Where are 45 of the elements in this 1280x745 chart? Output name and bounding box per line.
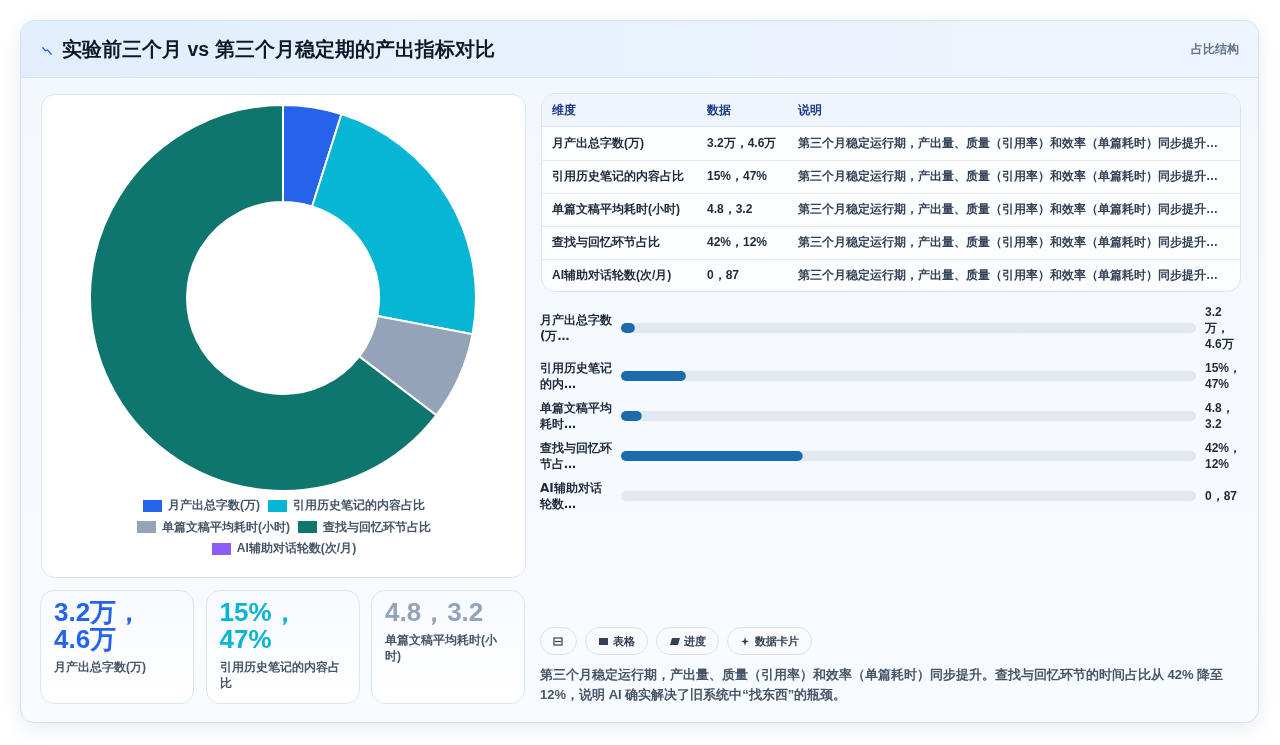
- legend-label: 查找与回忆环节占比: [323, 518, 431, 536]
- text: 4.8，3.2: [707, 202, 753, 216]
- category-label: 进度: [684, 633, 706, 649]
- text: 15%，47%: [707, 169, 768, 183]
- text: 第三个月稳定运行期，产出量、质量（引用率）和效率（单篇耗时）同步提升…: [798, 235, 1218, 249]
- category-label: 单篇文稿平均耗时(小时): [552, 202, 680, 216]
- chart-title: 实验前三个月 vs 第三个月稳定期的产出指标对比: [62, 37, 495, 62]
- legend-label: 单篇文稿平均耗时(小时): [162, 518, 290, 536]
- category-label: 月产出总字数(万): [54, 659, 147, 675]
- text: 第三个月稳定运行期，产出量、质量（引用率）和效率（单篇耗时）同步提升…: [798, 202, 1218, 216]
- category-label: 查找与回忆环节占比: [552, 235, 660, 249]
- text: 15%，47%: [219, 597, 298, 654]
- text: 3.2万，4.6万: [707, 136, 777, 150]
- legend-label: 引用历史笔记的内容占比: [293, 497, 425, 514]
- text: 第三个月稳定运行期，产出量、质量（引用率）和效率（单篇耗时）同步提升…: [798, 268, 1218, 282]
- text: 第三个月稳定运行期，产出量、质量（引用率）和效率（单篇耗时）同步提升…: [798, 136, 1218, 150]
- data-label: 15%，47%: [1205, 360, 1243, 392]
- category-label: 引用历史笔记的内容占比: [552, 169, 684, 183]
- y-tick-label: 查找与回忆环节占…: [540, 440, 613, 472]
- category-label: 月产出总字数(万): [552, 136, 644, 150]
- text: 0，87: [707, 268, 740, 282]
- data-label: 0，87: [1205, 488, 1239, 504]
- y-tick-label: 引用历史笔记的内…: [540, 360, 613, 392]
- text: 第三个月稳定运行期，产出量、质量（引用率）和效率（单篇耗时）同步提升。查找与回忆环节的时间占比从 42% 降至 12%，说明 AI 确实解决了旧系统中“找东西”的瓶颈。: [540, 666, 1225, 704]
- data-label: 4.8，3.2: [1205, 400, 1235, 432]
- category-label: 表格: [613, 633, 635, 649]
- y-tick-label: 单篇文稿平均耗时…: [540, 400, 613, 432]
- category-label: 单篇文稿平均耗时(小时): [385, 632, 498, 664]
- text: 3.2万，4.6万: [54, 597, 143, 654]
- text: 42%，12%: [707, 235, 768, 249]
- legend-label: AI辅助对话轮数(次/月): [236, 540, 357, 557]
- data-label: 3.2万，4.6万: [1205, 304, 1235, 352]
- y-tick-label: AI辅助对话轮数…: [540, 480, 603, 512]
- text: 占比结构: [1191, 41, 1239, 58]
- category-label: 说明: [798, 102, 822, 119]
- y-tick-label: 月产出总字数(万…: [540, 312, 613, 344]
- category-label: AI辅助对话轮数(次/月): [552, 268, 672, 282]
- text: 4.8，3.2: [385, 597, 484, 627]
- category-label: 维度: [552, 102, 576, 119]
- data-label: 42%，12%: [1205, 440, 1243, 472]
- category-label: 引用历史笔记的内容占比: [219, 659, 341, 691]
- legend-label: 月产出总字数(万): [168, 497, 260, 514]
- category-label: 数据卡片: [755, 633, 799, 649]
- category-label: 数据: [707, 102, 731, 119]
- text: 第三个月稳定运行期，产出量、质量（引用率）和效率（单篇耗时）同步提升…: [798, 169, 1218, 183]
